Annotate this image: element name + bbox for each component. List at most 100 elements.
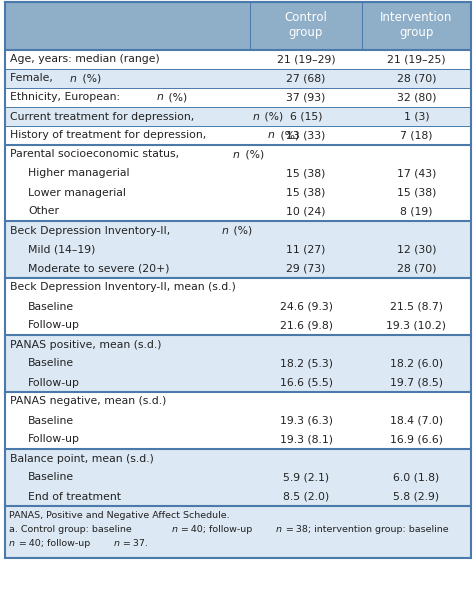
Text: = 40; follow-up: = 40; follow-up bbox=[179, 526, 254, 535]
Bar bbox=[5, 335, 471, 354]
Bar bbox=[5, 278, 471, 297]
Text: n: n bbox=[221, 225, 228, 236]
Bar bbox=[5, 392, 471, 411]
Text: 19.7 (8.5): 19.7 (8.5) bbox=[390, 378, 443, 387]
Bar bbox=[5, 126, 471, 145]
Text: = 38; intervention group: baseline: = 38; intervention group: baseline bbox=[284, 526, 448, 535]
Bar bbox=[5, 69, 471, 88]
Text: Beck Depression Inventory-II, mean (s.d.): Beck Depression Inventory-II, mean (s.d.… bbox=[10, 283, 236, 292]
Text: Mild (14–19): Mild (14–19) bbox=[28, 244, 95, 255]
Text: 6.0 (1.8): 6.0 (1.8) bbox=[393, 473, 440, 482]
Text: n: n bbox=[276, 526, 282, 535]
Text: Ethnicity, European:: Ethnicity, European: bbox=[10, 93, 124, 102]
Text: n: n bbox=[171, 526, 177, 535]
Text: 8 (19): 8 (19) bbox=[400, 206, 433, 217]
Text: Higher managerial: Higher managerial bbox=[28, 169, 129, 178]
Text: n: n bbox=[114, 540, 119, 549]
Text: Baseline: Baseline bbox=[28, 473, 74, 482]
Text: Balance point, mean (s.d.): Balance point, mean (s.d.) bbox=[10, 454, 154, 463]
Bar bbox=[5, 2, 471, 50]
Text: n: n bbox=[70, 74, 77, 83]
Text: 18.2 (6.0): 18.2 (6.0) bbox=[390, 359, 443, 368]
Text: (%): (%) bbox=[242, 149, 264, 160]
Bar bbox=[5, 506, 471, 558]
Text: 5.9 (2.1): 5.9 (2.1) bbox=[283, 473, 329, 482]
Text: 28 (70): 28 (70) bbox=[397, 264, 436, 273]
Text: Beck Depression Inventory-II,: Beck Depression Inventory-II, bbox=[10, 225, 174, 236]
Text: 28 (70): 28 (70) bbox=[397, 74, 436, 83]
Text: 16.6 (5.5): 16.6 (5.5) bbox=[279, 378, 333, 387]
Text: (%): (%) bbox=[230, 225, 252, 236]
Bar bbox=[5, 88, 471, 107]
Bar bbox=[5, 145, 471, 164]
Text: 19.3 (6.3): 19.3 (6.3) bbox=[279, 415, 333, 426]
Bar bbox=[5, 316, 471, 335]
Text: Parental socioeconomic status,: Parental socioeconomic status, bbox=[10, 149, 183, 160]
Text: Lower managerial: Lower managerial bbox=[28, 188, 126, 197]
Text: Follow-up: Follow-up bbox=[28, 320, 80, 331]
Text: 32 (80): 32 (80) bbox=[397, 93, 436, 102]
Text: 10 (24): 10 (24) bbox=[286, 206, 326, 217]
Text: PANAS, Positive and Negative Affect Schedule.: PANAS, Positive and Negative Affect Sche… bbox=[9, 512, 229, 521]
Text: Age, years: median (range): Age, years: median (range) bbox=[10, 54, 160, 65]
Bar bbox=[5, 183, 471, 202]
Bar bbox=[5, 50, 471, 69]
Bar bbox=[5, 468, 471, 487]
Text: 29 (73): 29 (73) bbox=[286, 264, 326, 273]
Bar bbox=[5, 240, 471, 259]
Text: n: n bbox=[233, 149, 239, 160]
Text: 21 (19–29): 21 (19–29) bbox=[277, 54, 335, 65]
Text: 15 (38): 15 (38) bbox=[286, 188, 326, 197]
Text: n: n bbox=[9, 540, 15, 549]
Bar bbox=[5, 487, 471, 506]
Text: n: n bbox=[157, 93, 163, 102]
Text: Follow-up: Follow-up bbox=[28, 434, 80, 445]
Bar bbox=[5, 164, 471, 183]
Text: 21.5 (8.7): 21.5 (8.7) bbox=[390, 301, 443, 311]
Text: Moderate to severe (20+): Moderate to severe (20+) bbox=[28, 264, 169, 273]
Text: Control
group: Control group bbox=[285, 11, 327, 39]
Bar bbox=[5, 221, 471, 240]
Text: 27 (68): 27 (68) bbox=[286, 74, 326, 83]
Text: 13 (33): 13 (33) bbox=[286, 130, 326, 141]
Text: 19.3 (8.1): 19.3 (8.1) bbox=[279, 434, 333, 445]
Bar bbox=[5, 411, 471, 430]
Text: 16.9 (6.6): 16.9 (6.6) bbox=[390, 434, 443, 445]
Text: (%): (%) bbox=[79, 74, 101, 83]
Text: Current treatment for depression,: Current treatment for depression, bbox=[10, 111, 198, 122]
Text: Baseline: Baseline bbox=[28, 359, 74, 368]
Text: Female,: Female, bbox=[10, 74, 56, 83]
Bar bbox=[5, 202, 471, 221]
Text: 6 (15): 6 (15) bbox=[290, 111, 322, 122]
Text: (%): (%) bbox=[261, 111, 283, 122]
Text: 18.4 (7.0): 18.4 (7.0) bbox=[390, 415, 443, 426]
Text: 15 (38): 15 (38) bbox=[397, 188, 436, 197]
Text: Baseline: Baseline bbox=[28, 415, 74, 426]
Bar bbox=[5, 297, 471, 316]
Bar bbox=[5, 107, 471, 126]
Text: 5.8 (2.9): 5.8 (2.9) bbox=[394, 491, 439, 501]
Text: n: n bbox=[268, 130, 275, 141]
Text: 8.5 (2.0): 8.5 (2.0) bbox=[283, 491, 329, 501]
Text: = 40; follow-up: = 40; follow-up bbox=[17, 540, 92, 549]
Text: Other: Other bbox=[28, 206, 59, 217]
Text: n: n bbox=[252, 111, 259, 122]
Text: 17 (43): 17 (43) bbox=[397, 169, 436, 178]
Bar bbox=[5, 259, 471, 278]
Text: (%): (%) bbox=[166, 93, 188, 102]
Text: 18.2 (5.3): 18.2 (5.3) bbox=[279, 359, 333, 368]
Text: 24.6 (9.3): 24.6 (9.3) bbox=[279, 301, 333, 311]
Text: Intervention
group: Intervention group bbox=[380, 11, 453, 39]
Text: 19.3 (10.2): 19.3 (10.2) bbox=[387, 320, 446, 331]
Text: End of treatment: End of treatment bbox=[28, 491, 121, 501]
Text: 15 (38): 15 (38) bbox=[286, 169, 326, 178]
Text: Follow-up: Follow-up bbox=[28, 378, 80, 387]
Text: a. Control group: baseline: a. Control group: baseline bbox=[9, 526, 135, 535]
Text: 21 (19–25): 21 (19–25) bbox=[387, 54, 446, 65]
Text: 37 (93): 37 (93) bbox=[286, 93, 326, 102]
Text: (%): (%) bbox=[277, 130, 299, 141]
Text: 11 (27): 11 (27) bbox=[286, 244, 326, 255]
Bar bbox=[5, 430, 471, 449]
Text: PANAS positive, mean (s.d.): PANAS positive, mean (s.d.) bbox=[10, 339, 161, 350]
Bar bbox=[5, 354, 471, 373]
